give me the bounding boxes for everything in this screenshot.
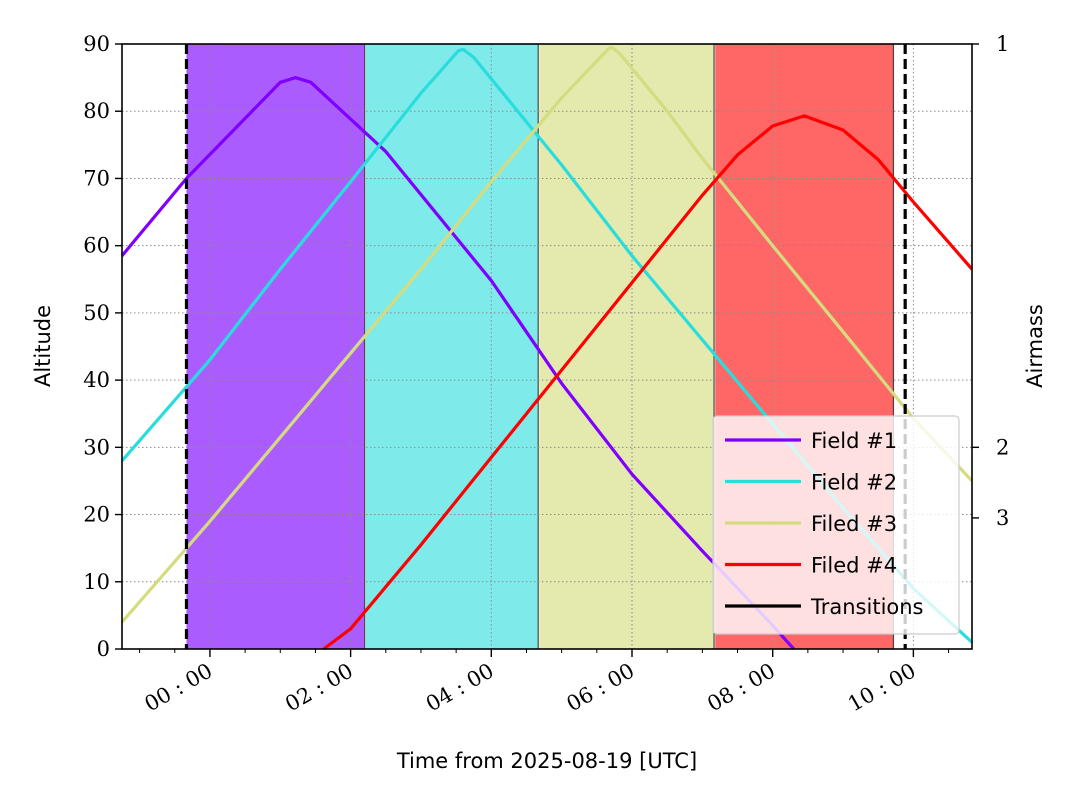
y-tick-label: 80: [83, 99, 110, 123]
airmass-tick-label: 3: [996, 506, 1009, 530]
x-tick-label: 02 : 00: [281, 659, 357, 717]
y-tick-label: 90: [83, 32, 110, 56]
legend-label-4: Filed #4: [811, 554, 897, 578]
series-line-4: [322, 114, 974, 651]
legend-label-3: Filed #3: [811, 512, 897, 536]
airmass-tick-label: 2: [996, 435, 1009, 459]
plot-frame: [121, 43, 973, 650]
legend-box: [712, 415, 960, 635]
y-tick-label: 40: [83, 368, 110, 392]
legend: Field #1 Field #2 Filed #3 Filed #4 Transiti…: [712, 415, 960, 635]
y-tick-label: 10: [83, 570, 110, 594]
x-tick-label: 06 : 00: [563, 659, 639, 717]
y-axis-label: Altitude: [31, 305, 55, 387]
y-tick-label: 50: [83, 301, 110, 325]
legend-label-5: Transitions: [810, 595, 924, 619]
y-tick-label: 0: [97, 637, 110, 661]
x-tick-label: 10 : 00: [844, 659, 920, 717]
series-line-3: [120, 45, 974, 624]
x-tick-label: 08 : 00: [703, 659, 779, 717]
observation-block-3: [539, 44, 715, 649]
y-tick-label: 30: [83, 435, 110, 459]
legend-label-2: Field #2: [811, 471, 897, 495]
x-tick-label: 00 : 00: [140, 659, 216, 717]
airmass-axis-label: Airmass: [1023, 304, 1047, 388]
x-axis-label: Time from 2025-08-19 [UTC]: [396, 749, 697, 773]
y-tick-label: 70: [83, 166, 110, 190]
legend-label-1: Field #1: [811, 429, 897, 453]
observation-block-2: [365, 44, 539, 649]
x-tick-label: 04 : 00: [422, 659, 498, 717]
airmass-tick-label: 1: [996, 32, 1009, 56]
plot-border: [121, 43, 973, 650]
y-tick-label: 20: [83, 503, 110, 527]
y-tick-label: 60: [83, 234, 110, 258]
observation-block-1: [186, 44, 365, 649]
